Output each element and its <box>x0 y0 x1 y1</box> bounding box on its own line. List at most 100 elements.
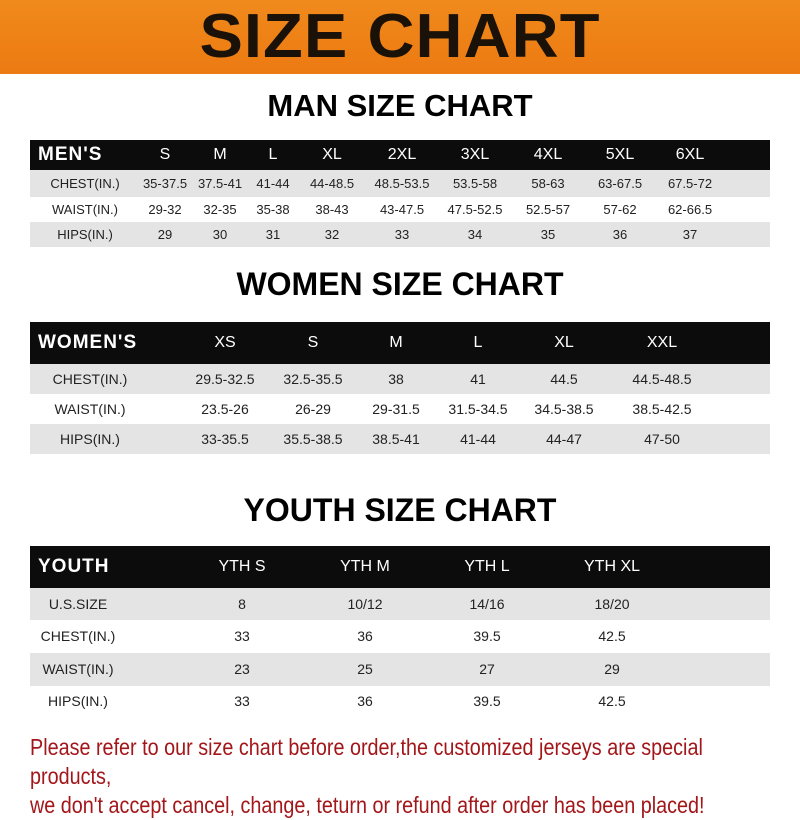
size-value: 44-47 <box>546 431 582 447</box>
size-value: 30 <box>212 227 228 242</box>
youth-title: YOUTH SIZE CHART <box>243 492 557 528</box>
size-value: 36 <box>612 227 628 242</box>
size-value: 42.5 <box>598 628 626 644</box>
size-value: 32 <box>324 227 340 242</box>
table-row: HIPS(IN.) 33 36 39.5 42.5 <box>30 686 770 716</box>
size-value: 37 <box>682 227 698 242</box>
size-value: 8 <box>238 596 246 612</box>
size-value: 25 <box>357 661 373 677</box>
table-row: WAIST(IN.) 23 25 27 29 <box>30 653 770 686</box>
size-value: 33 <box>394 227 410 242</box>
row-label: U.S.SIZE <box>48 596 108 612</box>
row-label: CHEST(IN.) <box>40 628 116 644</box>
header-row: MEN'S S M L XL 2XL 3XL 4XL 5XL 6XL <box>30 140 770 170</box>
size-value: 32.5-35.5 <box>283 371 343 387</box>
size-value: 36 <box>357 628 373 644</box>
size-value: 39.5 <box>473 628 501 644</box>
size-value: 36 <box>357 693 373 709</box>
size-value: 29-31.5 <box>372 401 420 417</box>
table-row: CHEST(IN.) 35-37.5 37.5-41 41-44 44-48.5 48.5… <box>30 170 770 197</box>
table-row: HIPS(IN.) 29 30 31 32 33 34 35 36 37 <box>30 222 770 247</box>
size-header: S <box>307 334 319 351</box>
notice-line-2: we don't accept cancel, change, teturn o… <box>30 792 705 818</box>
size-header: 3XL <box>460 146 490 163</box>
size-value: 29 <box>157 227 173 242</box>
size-header: YTH M <box>340 558 390 575</box>
size-header: 5XL <box>605 146 635 163</box>
size-header: 6XL <box>675 146 705 163</box>
size-header: L <box>473 334 483 351</box>
size-value: 62-66.5 <box>667 202 713 217</box>
table-header-label: YOUTH <box>38 556 110 577</box>
header-row: WOMEN'S XS S M L XL XXL <box>30 322 770 364</box>
row-label: WAIST(IN.) <box>42 661 114 677</box>
size-value: 33 <box>234 628 250 644</box>
table-row: CHEST(IN.) 33 36 39.5 42.5 <box>30 620 770 653</box>
size-value: 47-50 <box>644 431 680 447</box>
table-row: U.S.SIZE 8 10/12 14/16 18/20 <box>30 588 770 620</box>
size-header: YTH XL <box>583 558 641 575</box>
size-value: 44-48.5 <box>309 176 355 191</box>
size-value: 38 <box>388 371 404 387</box>
size-value: 47.5-52.5 <box>447 202 503 217</box>
size-value: 10/12 <box>347 596 383 612</box>
row-label: HIPS(IN.) <box>57 227 113 242</box>
header-row: YOUTH YTH S YTH M YTH L YTH XL <box>30 546 770 588</box>
size-value: 42.5 <box>598 693 626 709</box>
size-header: YTH L <box>464 558 510 575</box>
size-value: 41-44 <box>256 176 290 191</box>
size-value: 39.5 <box>473 693 501 709</box>
size-value: 29-32 <box>148 202 182 217</box>
size-header: S <box>159 146 171 163</box>
order-notice: Please refer to our size chart before or… <box>30 733 787 820</box>
size-header: XXL <box>646 334 678 351</box>
size-value: 38.5-42.5 <box>632 401 692 417</box>
size-header: M <box>389 334 403 351</box>
size-value: 27 <box>479 661 495 677</box>
size-value: 38-43 <box>315 202 349 217</box>
table-row: WAIST(IN.) 23.5-26 26-29 29-31.5 31.5-34.5 34… <box>30 394 770 424</box>
table-row: WAIST(IN.) 29-32 32-35 35-38 38-43 43-47.5 47.… <box>30 197 770 222</box>
youth-size-table: YOUTH YTH S YTH M YTH L YTH XL U.S.SIZE 8 10/12… <box>30 546 770 716</box>
row-label: WAIST(IN.) <box>54 401 126 417</box>
size-value: 32-35 <box>203 202 237 217</box>
size-header: YTH S <box>218 558 266 575</box>
size-value: 67.5-72 <box>667 176 713 191</box>
row-label: WAIST(IN.) <box>52 202 118 217</box>
size-header: M <box>213 146 227 163</box>
men-size-table: MEN'S S M L XL 2XL 3XL 4XL 5XL 6XL CHEST(IN.) 35-37… <box>30 140 770 247</box>
banner: SIZE CHART <box>0 0 800 74</box>
size-value: 41 <box>470 371 486 387</box>
size-value: 33 <box>234 693 250 709</box>
size-value: 26-29 <box>295 401 331 417</box>
row-label: CHEST(IN.) <box>50 176 120 191</box>
size-value: 35-38 <box>256 202 290 217</box>
size-value: 37.5-41 <box>197 176 243 191</box>
size-value: 34 <box>467 227 483 242</box>
size-header: XL <box>554 334 574 351</box>
row-label: CHEST(IN.) <box>52 371 128 387</box>
men-title: MAN SIZE CHART <box>267 88 533 123</box>
size-header: L <box>268 146 278 163</box>
table-header-label: MEN'S <box>38 144 103 165</box>
size-value: 18/20 <box>594 596 630 612</box>
size-value: 52.5-57 <box>525 202 571 217</box>
size-value: 43-47.5 <box>379 202 425 217</box>
size-value: 14/16 <box>469 596 505 612</box>
women-title: WOMEN SIZE CHART <box>236 266 564 302</box>
size-value: 35.5-38.5 <box>283 431 343 447</box>
size-value: 34.5-38.5 <box>534 401 594 417</box>
size-value: 58-63 <box>531 176 565 191</box>
size-value: 63-67.5 <box>597 176 643 191</box>
size-value: 23 <box>234 661 250 677</box>
size-value: 29 <box>604 661 620 677</box>
size-header: 2XL <box>387 146 417 163</box>
size-value: 35 <box>540 227 556 242</box>
size-value: 41-44 <box>460 431 496 447</box>
banner-title: SIZE CHART <box>199 2 601 71</box>
table-row: HIPS(IN.) 33-35.5 35.5-38.5 38.5-41 41-44 44-… <box>30 424 770 454</box>
row-label: HIPS(IN.) <box>48 693 108 709</box>
size-value: 44.5-48.5 <box>632 371 692 387</box>
size-value: 48.5-53.5 <box>374 176 430 191</box>
row-label: HIPS(IN.) <box>60 431 120 447</box>
